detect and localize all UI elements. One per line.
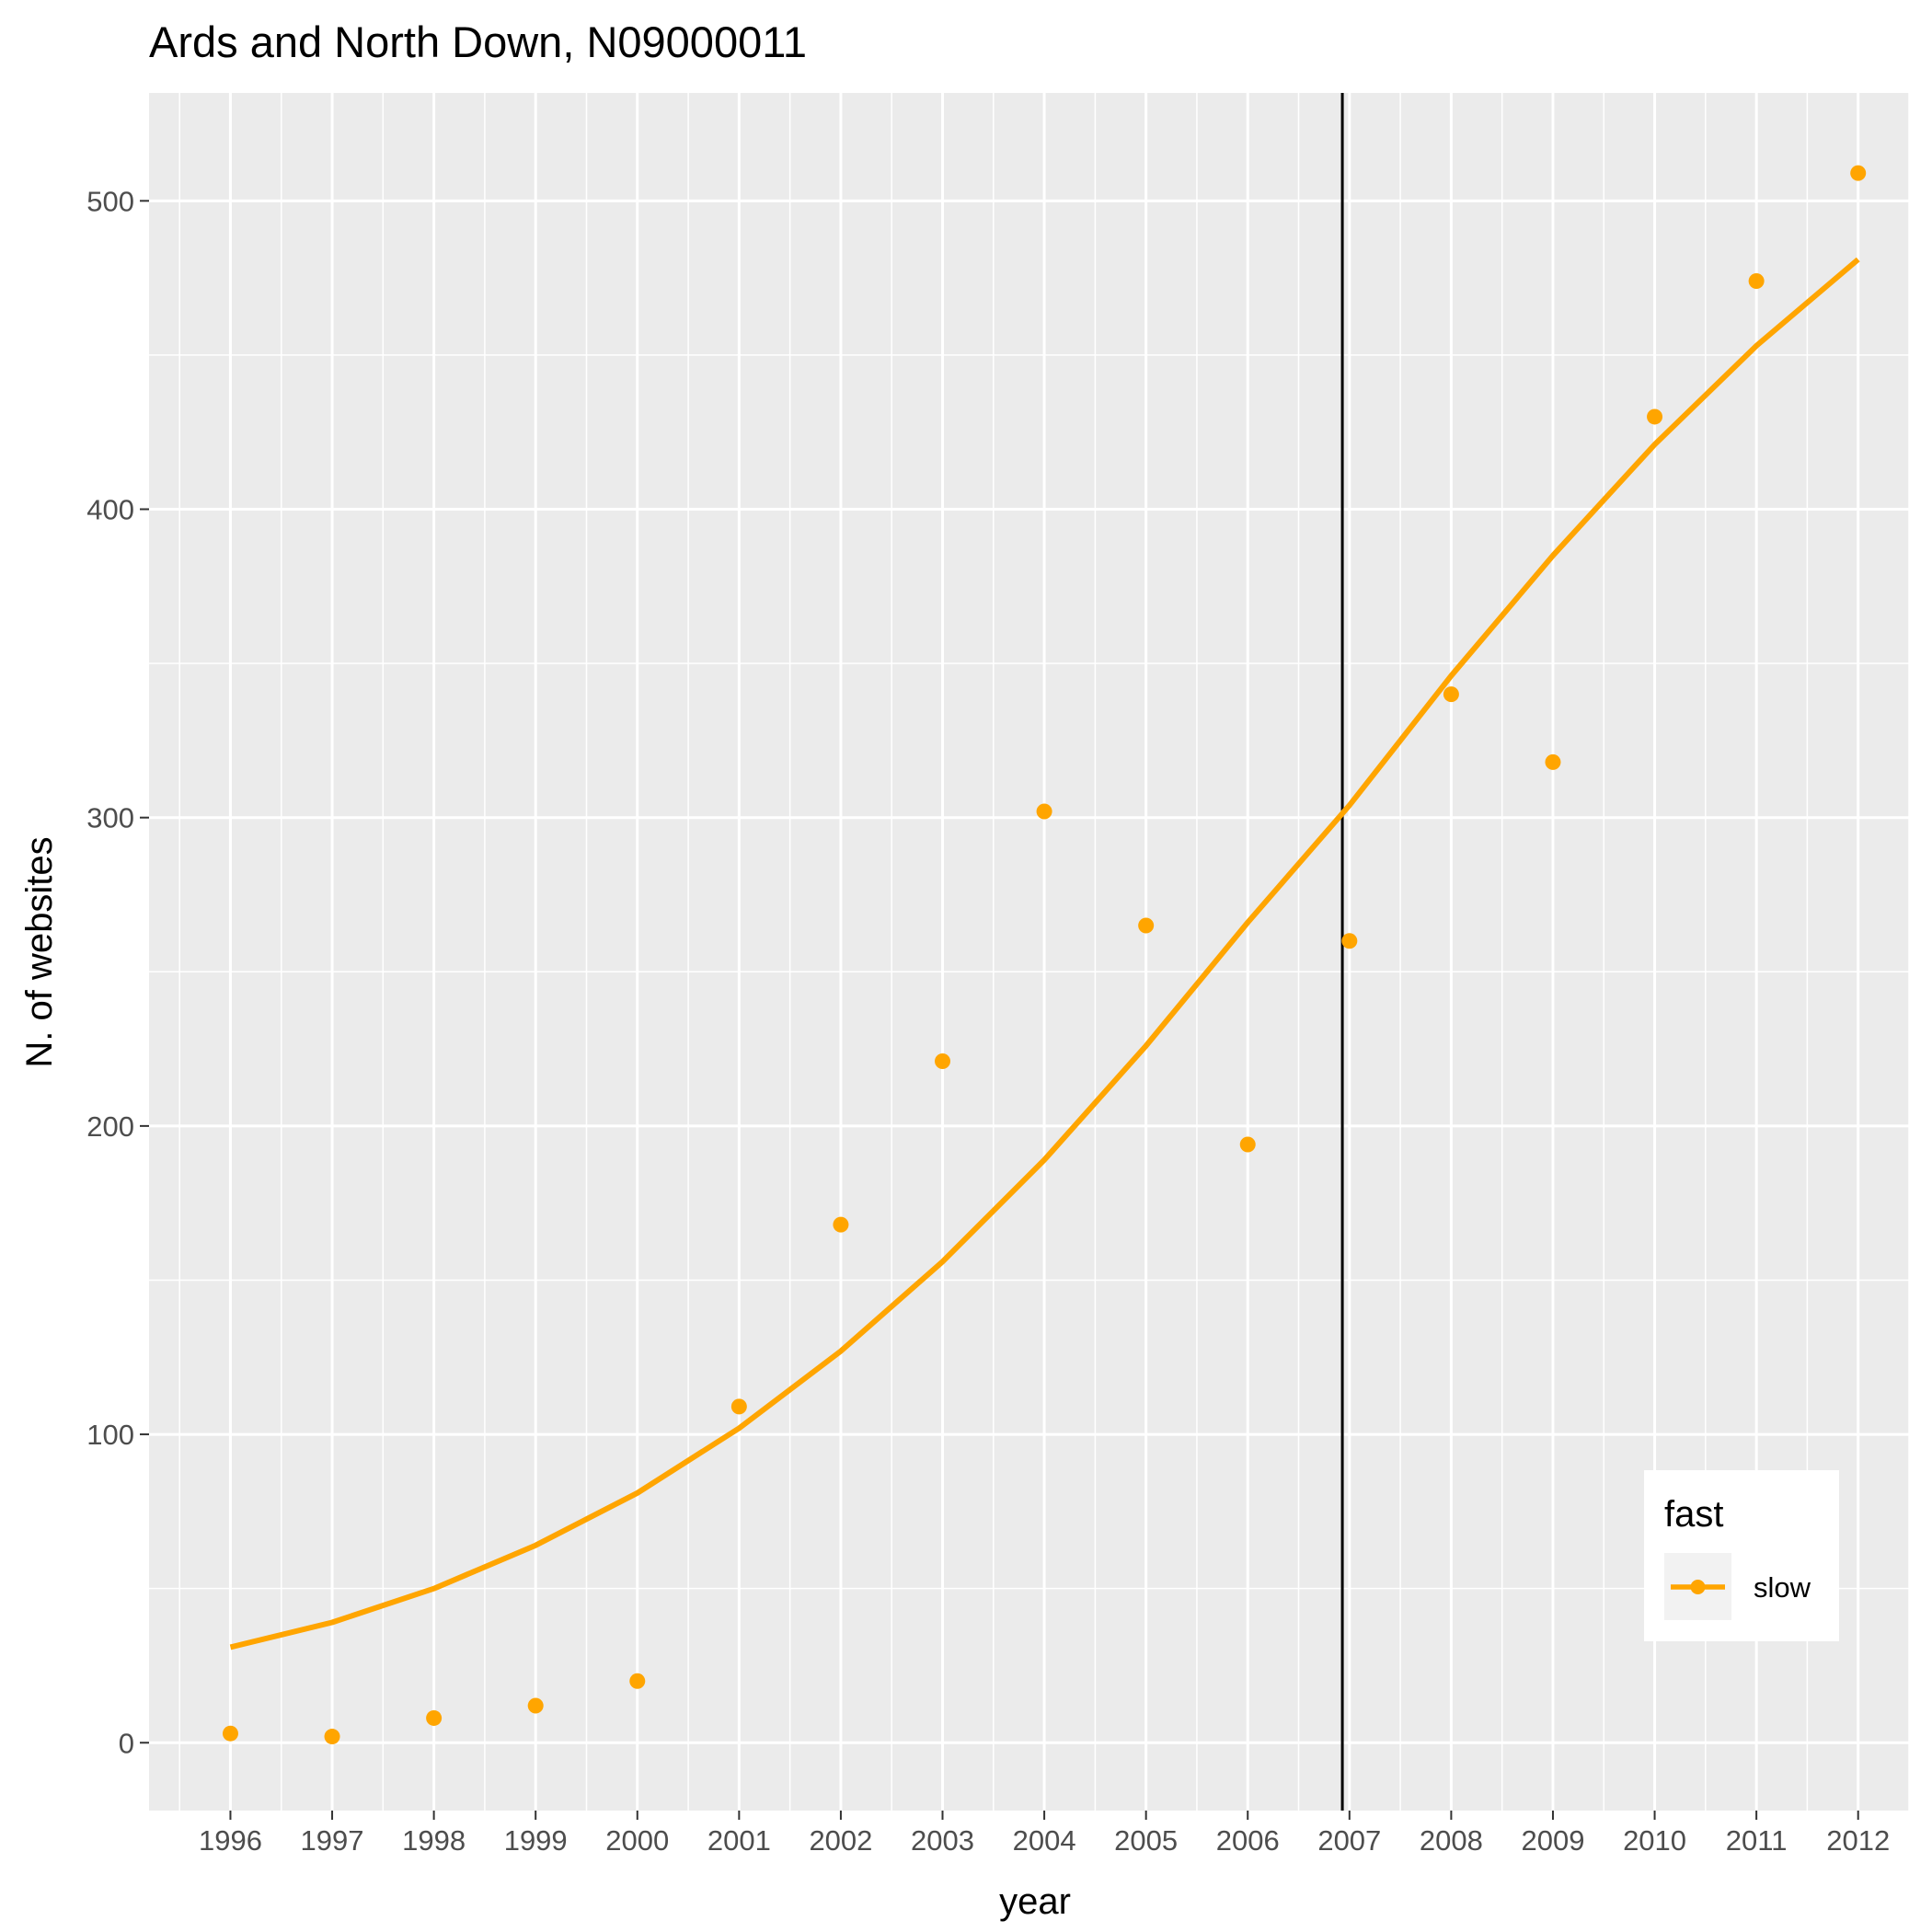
data-point (1647, 408, 1663, 425)
legend-key-dot (1690, 1580, 1706, 1594)
legend-label-slow: slow (1754, 1571, 1811, 1604)
data-point (426, 1709, 443, 1726)
data-point (629, 1673, 646, 1689)
data-point (1748, 272, 1765, 289)
data-point (222, 1725, 238, 1742)
x-tick-label: 2005 (1114, 1824, 1178, 1857)
grid-minor (149, 93, 1910, 1811)
x-tick-label: 2012 (1826, 1824, 1890, 1857)
chart-title: Ards and North Down, N09000011 (149, 17, 807, 66)
x-tick-label: 2006 (1216, 1824, 1280, 1857)
y-tick-label: 0 (119, 1727, 134, 1759)
data-point (527, 1697, 544, 1714)
data-point (1443, 686, 1459, 703)
y-axis-title: N. of websites (19, 836, 60, 1067)
x-tick-label: 2002 (809, 1824, 872, 1857)
plot-panel (149, 93, 1909, 1811)
x-axis: 1996 1997 1998 1999 2000 2001 2002 2003 2004 2005… (199, 1811, 1890, 1857)
data-point (1341, 933, 1358, 949)
x-tick-label: 2010 (1623, 1824, 1686, 1857)
x-tick-label: 1999 (504, 1824, 568, 1857)
y-axis: 0 100 200 300 400 500 (86, 185, 149, 1759)
data-point (1239, 1136, 1256, 1153)
x-tick-label: 2004 (1013, 1824, 1076, 1857)
x-tick-label: 2007 (1317, 1824, 1381, 1857)
data-point (1138, 917, 1155, 934)
x-tick-label: 1996 (199, 1824, 262, 1857)
legend-title: fast (1664, 1494, 1723, 1535)
x-tick-label: 2003 (911, 1824, 974, 1857)
y-tick-label: 400 (86, 494, 134, 526)
y-tick-label: 200 (86, 1110, 134, 1143)
data-point (833, 1216, 849, 1233)
data-point (730, 1398, 747, 1415)
x-axis-title: year (999, 1881, 1071, 1922)
x-tick-label: 2009 (1521, 1824, 1584, 1857)
data-point (935, 1052, 951, 1069)
x-tick-label: 1998 (402, 1824, 466, 1857)
x-tick-label: 2011 (1726, 1824, 1788, 1857)
points-layer (222, 165, 1867, 1745)
x-tick-label: 2001 (707, 1824, 771, 1857)
x-tick-label: 2008 (1420, 1824, 1483, 1857)
y-tick-label: 100 (86, 1419, 134, 1451)
y-tick-label: 500 (86, 185, 134, 217)
trend-line-slow (229, 257, 1860, 1650)
y-tick-label: 300 (86, 802, 134, 834)
data-point (1036, 803, 1052, 820)
data-point (1545, 753, 1561, 770)
data-point (1850, 165, 1867, 181)
data-point (324, 1729, 340, 1745)
legend: fast slow (1644, 1470, 1839, 1641)
x-tick-label: 2000 (605, 1824, 669, 1857)
trend-layer (229, 257, 1860, 1650)
x-tick-label: 1997 (301, 1824, 364, 1857)
